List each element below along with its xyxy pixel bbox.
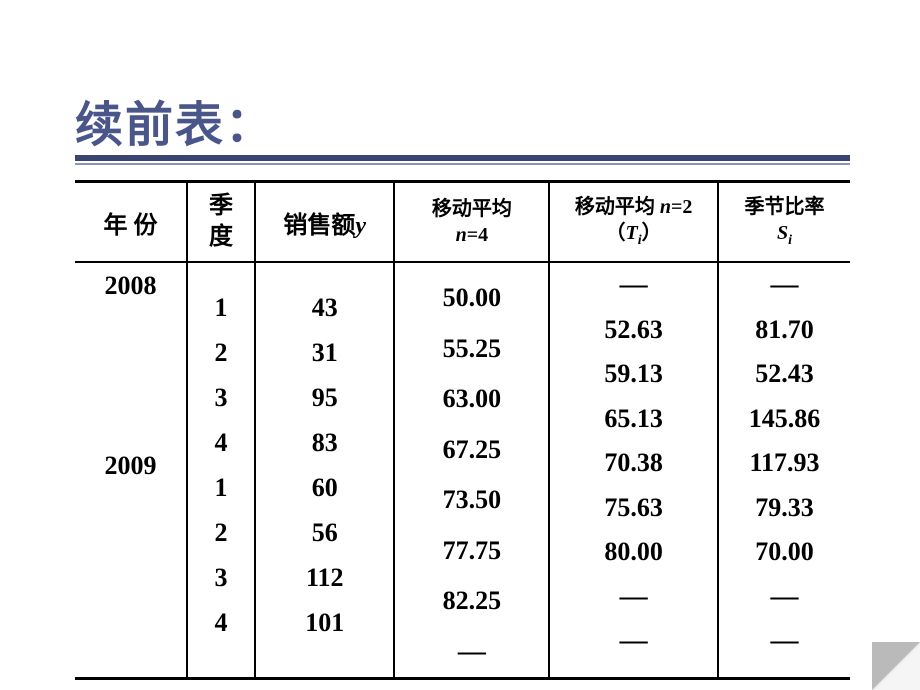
quarter-cell: 1 2 3 4 1 2 3 4 <box>187 262 255 679</box>
header-ti: 移动平均 n=2 （Ti） <box>549 182 718 263</box>
header-si: 季节比率 Si <box>718 182 850 263</box>
year-cell: 2008 2009 <box>75 262 187 679</box>
slide-container: 续前表： 年 份 季 度 销售额y 移动平均 n=4 <box>0 0 920 690</box>
underline-thin <box>75 163 850 165</box>
header-quarter: 季 度 <box>187 182 255 263</box>
data-table: 年 份 季 度 销售额y 移动平均 n=4 移动平均 n=2 （Ti） 季节 <box>75 180 850 680</box>
underline-thick <box>75 155 850 161</box>
page-corner-fold-icon <box>872 642 920 690</box>
ti-cell: — 52.63 59.13 65.13 70.38 75.63 80.00 — … <box>549 262 718 679</box>
corner-inner <box>874 644 920 690</box>
table-row: 2008 2009 1 2 3 <box>75 262 850 679</box>
title-container: 续前表： <box>75 85 850 165</box>
slide-title: 续前表： <box>75 85 850 155</box>
ma4-cell: 50.00 55.25 63.00 67.25 73.50 77.75 82.2… <box>394 262 549 679</box>
header-sales: 销售额y <box>255 182 394 263</box>
header-ma4: 移动平均 n=4 <box>394 182 549 263</box>
table-header-row: 年 份 季 度 销售额y 移动平均 n=4 移动平均 n=2 （Ti） 季节 <box>75 182 850 263</box>
title-underline <box>75 155 850 165</box>
header-year: 年 份 <box>75 182 187 263</box>
sales-cell: 43 31 95 83 60 56 112 101 <box>255 262 394 679</box>
si-cell: — 81.70 52.43 145.86 117.93 79.33 70.00 … <box>718 262 850 679</box>
